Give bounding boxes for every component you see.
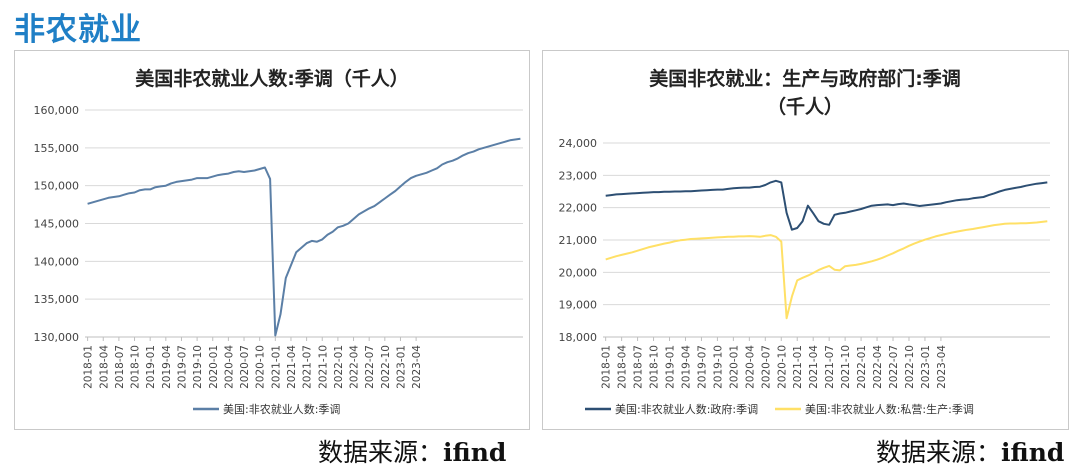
- y-tick-label: 24,000: [559, 137, 598, 150]
- source-note-right: 数据来源：ifind: [876, 433, 1064, 469]
- chart-title: 美国非农就业：生产与政府部门:季调: [649, 67, 961, 90]
- page-title: 非农就业: [14, 12, 142, 48]
- x-tick-label: 2020-01: [208, 345, 220, 389]
- x-tick-label: 2022-04: [872, 345, 884, 389]
- x-tick-label: 2019-01: [145, 345, 157, 389]
- y-tick-label: 130,000: [34, 331, 80, 344]
- x-tick-label: 2022-04: [349, 345, 361, 389]
- x-tick-label: 2021-07: [302, 345, 314, 389]
- x-tick-label: 2021-01: [792, 345, 804, 389]
- x-tick-label: 2019-04: [161, 345, 173, 389]
- y-tick-label: 23,000: [559, 169, 598, 182]
- chart-total-nonfarm: 美国非农就业人数:季调（千人） 130,000 135,000 140,000 145,…: [34, 67, 523, 416]
- source-name: ifind: [443, 438, 507, 467]
- x-tick-label: 2018-07: [633, 345, 645, 389]
- x-tick-label: 2019-10: [192, 345, 204, 389]
- x-tick-label: 2021-04: [286, 345, 298, 389]
- legend-label: 美国:非农就业人数:季调: [223, 402, 340, 416]
- x-tick-label: 2018-10: [649, 345, 661, 389]
- x-tick-label: 2019-10: [712, 345, 724, 389]
- y-tick-label: 135,000: [34, 293, 80, 306]
- x-tick-label: 2018-01: [601, 345, 613, 389]
- chart-title: 美国非农就业人数:季调（千人）: [135, 67, 409, 90]
- x-tick-label: 2018-10: [130, 345, 142, 389]
- x-tick-label: 2023-04: [936, 345, 948, 389]
- x-tick-label: 2021-10: [317, 345, 329, 389]
- x-tick-label: 2018-04: [617, 345, 629, 389]
- x-tick-label: 2020-04: [223, 345, 235, 389]
- x-tick-label: 2022-10: [380, 345, 392, 389]
- chart-title: （千人）: [767, 95, 843, 118]
- x-tick-label: 2020-07: [239, 345, 251, 389]
- x-tick-label: 2020-01: [728, 345, 740, 389]
- chart-panel-production-government: 美国非农就业：生产与政府部门:季调 （千人） 18,000 19,000 20,000 2…: [542, 50, 1069, 430]
- y-tick-label: 150,000: [34, 180, 80, 193]
- x-tick-label: 2022-07: [888, 345, 900, 389]
- x-tick-label: 2021-01: [270, 345, 282, 389]
- chart-production-government: 美国非农就业：生产与政府部门:季调 （千人） 18,000 19,000 20,000 2…: [559, 67, 1050, 416]
- y-tick-label: 145,000: [34, 218, 80, 231]
- x-tick-label: 2023-04: [411, 345, 423, 389]
- x-tick-label: 2018-01: [83, 345, 95, 389]
- x-tick-label: 2022-10: [904, 345, 916, 389]
- y-tick-label: 155,000: [34, 142, 80, 155]
- legend-label: 美国:非农就业人数:政府:季调: [615, 402, 758, 416]
- x-tick-label: 2021-07: [824, 345, 836, 389]
- source-name: ifind: [1001, 438, 1065, 467]
- legend-label: 美国:非农就业人数:私营:生产:季调: [805, 402, 974, 416]
- series-line-2: [605, 220, 1048, 320]
- source-note-left: 数据来源：ifind: [318, 433, 506, 469]
- x-tick-label: 2018-07: [114, 345, 126, 389]
- y-tick-label: 18,000: [559, 331, 598, 344]
- source-label: 数据来源：: [318, 438, 444, 467]
- x-tick-label: 2019-04: [680, 345, 692, 389]
- y-tick-label: 20,000: [559, 266, 598, 279]
- chart-panel-total-nonfarm: 美国非农就业人数:季调（千人） 130,000 135,000 140,000 145,…: [14, 50, 530, 430]
- x-tick-label: 2022-01: [333, 345, 345, 389]
- y-tick-label: 19,000: [559, 299, 598, 312]
- x-tick-label: 2019-07: [696, 345, 708, 389]
- y-tick-label: 22,000: [559, 202, 598, 215]
- x-tick-label: 2021-10: [840, 345, 852, 389]
- x-tick-label: 2019-07: [176, 345, 188, 389]
- y-tick-label: 140,000: [34, 255, 80, 268]
- x-tick-label: 2023-01: [395, 345, 407, 389]
- x-tick-label: 2022-07: [364, 345, 376, 389]
- series-line-1: [87, 137, 521, 337]
- y-tick-label: 21,000: [559, 234, 598, 247]
- series-line-1: [605, 179, 1048, 231]
- x-tick-label: 2019-01: [665, 345, 677, 389]
- x-tick-label: 2018-04: [98, 345, 110, 389]
- x-tick-label: 2020-10: [776, 345, 788, 389]
- x-tick-label: 2020-04: [744, 345, 756, 389]
- x-tick-label: 2020-07: [760, 345, 772, 389]
- x-tick-label: 2022-01: [856, 345, 868, 389]
- x-tick-label: 2023-01: [920, 345, 932, 389]
- x-tick-label: 2020-10: [255, 345, 267, 389]
- source-label: 数据来源：: [876, 438, 1002, 467]
- x-tick-label: 2021-04: [808, 345, 820, 389]
- y-tick-label: 160,000: [34, 104, 80, 117]
